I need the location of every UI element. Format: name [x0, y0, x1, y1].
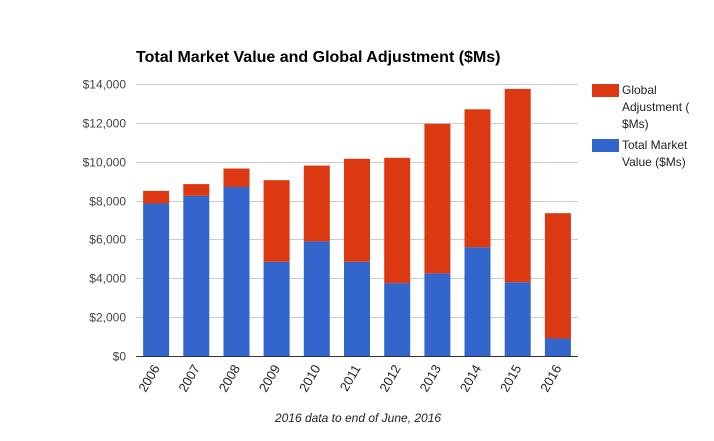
bar-total-market-value-2009[interactable] [263, 261, 290, 356]
bar-global-adjustment-2006[interactable] [143, 190, 170, 204]
bar-total-market-value-2013[interactable] [424, 273, 451, 356]
legend-label: Global [622, 83, 657, 97]
bar-total-market-value-2012[interactable] [384, 283, 411, 356]
bar-global-adjustment-2008[interactable] [223, 168, 250, 188]
bar-global-adjustment-2010[interactable] [303, 165, 330, 242]
bar-global-adjustment-2012[interactable] [384, 157, 411, 284]
y-tick-label: $4,000 [89, 272, 126, 286]
bar-global-adjustment-2009[interactable] [263, 180, 290, 262]
bar-global-adjustment-2007[interactable] [183, 184, 210, 196]
legend-label: Total Market [622, 138, 688, 152]
y-tick-label: $12,000 [83, 117, 127, 131]
chart-title: Total Market Value and Global Adjustment… [136, 49, 501, 66]
legend-item-total-market-value[interactable]: Total Market Value ($Ms) [592, 138, 688, 169]
bar-global-adjustment-2011[interactable] [344, 158, 370, 262]
legend-swatch [592, 84, 619, 97]
legend-label: Value ($Ms) [622, 155, 686, 169]
y-axis-ticks: $0 $2,000 $4,000 $6,000 $8,000 $10,000 $12,000… [83, 78, 127, 364]
bar-global-adjustment-2016[interactable] [544, 213, 571, 339]
bar-global-adjustment-2015[interactable] [504, 88, 531, 283]
y-tick-label: $10,000 [83, 156, 127, 170]
bar-total-market-value-2007[interactable] [183, 195, 210, 356]
bar-total-market-value-2010[interactable] [303, 241, 330, 356]
legend-label: $Ms) [622, 117, 649, 131]
y-tick-label: $8,000 [89, 195, 126, 209]
bar-total-market-value-2008[interactable] [223, 187, 250, 356]
bar-total-market-value-2014[interactable] [464, 247, 491, 356]
bar-global-adjustment-2014[interactable] [464, 109, 491, 248]
bar-total-market-value-2015[interactable] [504, 282, 531, 356]
y-tick-label: $2,000 [89, 311, 126, 325]
chart-subtitle: 2016 data to end of June, 2016 [274, 411, 441, 425]
legend-item-global-adjustment[interactable]: Global Adjustment ( $Ms) [592, 83, 689, 131]
legend[interactable]: Global Adjustment ( $Ms) Total Market Value … [592, 83, 689, 169]
bar-global-adjustment-2013[interactable] [424, 123, 451, 274]
y-tick-label: $6,000 [89, 233, 126, 247]
y-tick-label: $14,000 [83, 78, 127, 92]
bar-total-market-value-2016[interactable] [544, 338, 571, 357]
bar-total-market-value-2011[interactable] [344, 261, 370, 356]
bars [143, 88, 571, 357]
bar-total-market-value-2006[interactable] [143, 203, 170, 357]
legend-swatch [592, 139, 619, 152]
legend-label: Adjustment ( [622, 100, 689, 114]
y-tick-label: $0 [113, 350, 127, 364]
